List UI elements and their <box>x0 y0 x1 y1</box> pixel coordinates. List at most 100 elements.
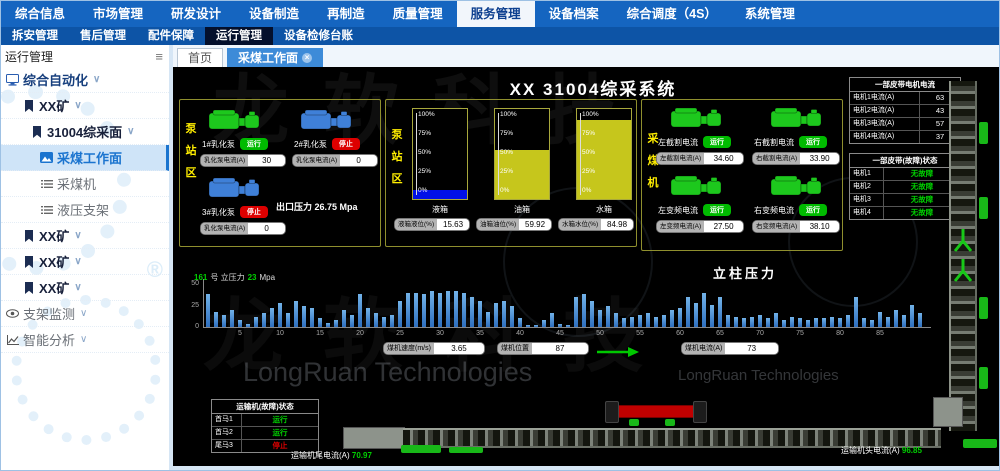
pressure-bar <box>486 312 490 327</box>
pressure-bar <box>910 305 914 327</box>
top-nav-item[interactable]: 质量管理 <box>392 7 443 21</box>
tank-gauge: 100% 75% 50% 25% 0% <box>494 108 550 200</box>
pressure-bar <box>270 308 274 327</box>
pump-current-field: 乳化泵电流(A) 0 <box>200 222 286 235</box>
table-row: 电机2电流(A) 43 <box>850 105 960 118</box>
sub-nav-item[interactable]: 运行管理 <box>205 27 273 45</box>
pressure-bar <box>870 320 874 327</box>
shearer-wheel <box>629 419 639 426</box>
sub-nav-item[interactable]: 配件保障 <box>148 30 194 42</box>
pressure-bar <box>286 313 290 327</box>
top-nav-item[interactable]: 市场管理 <box>93 7 144 21</box>
motor-current-field: 左截割电流(A) 34.60 <box>656 152 744 165</box>
pressure-bar <box>526 325 530 327</box>
tab-采煤工作面[interactable]: 采煤工作面 × <box>227 48 324 67</box>
pressure-bar <box>454 291 458 327</box>
sidebar-item-智能分析[interactable]: 智能分析 ∨ <box>1 327 169 353</box>
telemetry-field: 煤机电流(A) 73 <box>681 342 779 355</box>
top-nav-item[interactable]: 研发设计 <box>171 7 222 21</box>
shearer-wheel-2 <box>665 419 675 426</box>
sub-nav-item[interactable]: 设备检修台账 <box>284 30 353 42</box>
motor-status-badge: 运行 <box>703 204 731 216</box>
pressure-bar <box>502 301 506 327</box>
table-row: 首马1 运行 <box>212 414 318 427</box>
shearer-panel: 采煤机 左截割电流 运行 左截割电流(A) 34.60 右截割电流 运行 右截割电流(A) 3… <box>641 99 843 251</box>
chart-icon <box>5 334 20 345</box>
table-row: 电机4电流(A) 37 <box>850 131 960 143</box>
pump-status-badge: 运行 <box>239 138 268 150</box>
pressure-bar <box>766 318 770 327</box>
x-tick-label: 25 <box>396 330 404 337</box>
sidebar-item-XX矿[interactable]: XX矿 ∨ <box>1 249 169 275</box>
pressure-bar <box>798 318 802 327</box>
pressure-bar <box>406 293 410 327</box>
pressure-bar <box>390 315 394 327</box>
pressure-bar <box>606 306 610 327</box>
pressure-bar <box>790 317 794 327</box>
pressure-bar <box>446 291 450 327</box>
chevron-down-icon: ∨ <box>74 230 82 241</box>
content: ® 运行管理 ≡ 综合自动化 ∨ XX矿 ∨ 31004综采面 ∨ 采煤工作面 采煤机 液压支架… <box>1 45 999 470</box>
chart-y-axis <box>203 279 204 327</box>
pressure-bar <box>622 318 626 327</box>
motor-status-badge: 运行 <box>799 136 827 148</box>
top-nav-item[interactable]: 综合信息 <box>15 7 66 21</box>
belt-status-table: 一部皮带(故障)状态 电机1 无故障 电机2 无故障 电机3 无故障 电机4 无故障 <box>849 153 961 220</box>
pressure-bar <box>422 294 426 327</box>
pressure-bar <box>878 312 882 327</box>
sidebar-item-31004综采面[interactable]: 31004综采面 ∨ <box>1 119 169 145</box>
pressure-bar <box>830 317 834 327</box>
close-icon[interactable]: × <box>302 53 313 63</box>
tab-首页[interactable]: 首页 <box>177 48 224 67</box>
direction-arrow-icon <box>597 344 639 362</box>
top-nav-item[interactable]: 设备制造 <box>249 7 300 21</box>
chevron-down-icon: ∨ <box>93 74 101 85</box>
sidebar-item-液压支架[interactable]: 液压支架 <box>1 197 169 223</box>
motor-status-badge: 运行 <box>703 136 731 148</box>
top-nav-item[interactable]: 综合调度（4S） <box>626 7 717 21</box>
telemetry-field: 煤机速度(m/s) 3.65 <box>383 342 485 355</box>
top-nav-item[interactable]: 设备档案 <box>548 7 599 21</box>
pressure-bar <box>614 313 618 327</box>
tab-bar: 首页 采煤工作面 × <box>173 45 999 67</box>
pump-label: 2#乳化泵 停止 <box>294 138 360 150</box>
sidebar-item-综合自动化[interactable]: 综合自动化 ∨ <box>1 67 169 93</box>
pressure-bar <box>862 318 866 327</box>
head-current-value: 96.85 <box>901 446 922 455</box>
sub-nav: 拆安管理 售后管理 配件保障 运行管理 设备检修台账 <box>1 27 999 45</box>
sub-nav-item[interactable]: 售后管理 <box>80 30 126 42</box>
pressure-bar <box>414 293 418 327</box>
pressure-bar <box>438 293 442 327</box>
pressure-bar <box>230 310 234 327</box>
sidebar-item-XX矿[interactable]: XX矿 ∨ <box>1 275 169 301</box>
y-tick-label: 50 <box>191 280 199 287</box>
sidebar-item-采煤工作面[interactable]: 采煤工作面 <box>1 145 169 171</box>
sidebar-item-XX矿[interactable]: XX矿 ∨ <box>1 223 169 249</box>
pump-status-badge: 停止 <box>239 206 268 218</box>
pressure-bar <box>374 313 378 327</box>
sidebar-item-支架监测[interactable]: 支架监测 ∨ <box>1 301 169 327</box>
x-tick-label: 55 <box>636 330 644 337</box>
pump-graphic <box>208 176 262 205</box>
table-row: 电机3电流(A) 57 <box>850 118 960 131</box>
conveyor-status-header: 运输机(故障)状态 <box>212 400 318 414</box>
hamburger-icon[interactable]: ≡ <box>155 48 163 64</box>
bookmark-icon <box>21 229 36 242</box>
sidebar-splitter[interactable] <box>169 45 173 470</box>
sub-nav-item[interactable]: 拆安管理 <box>12 30 58 42</box>
top-nav-item[interactable]: 服务管理 <box>456 1 535 27</box>
sidebar-item-采煤机[interactable]: 采煤机 <box>1 171 169 197</box>
valve-block-2 <box>979 197 988 219</box>
table-row: 电机1电流(A) 63 <box>850 92 960 105</box>
transfer-drive-block <box>933 397 963 427</box>
motor-graphic <box>770 106 824 135</box>
sidebar-item-XX矿[interactable]: XX矿 ∨ <box>1 93 169 119</box>
conveyor-status-table: 运输机(故障)状态 首马1 运行 首马2 运行 尾马3 停止 <box>211 399 319 453</box>
pressure-bar <box>846 315 850 327</box>
pressure-bar <box>566 325 570 327</box>
pressure-bar <box>838 318 842 327</box>
top-nav-item[interactable]: 再制造 <box>327 7 365 21</box>
top-nav-item[interactable]: 系统管理 <box>744 7 795 21</box>
pressure-bar <box>558 324 562 327</box>
shearer-machine <box>613 405 699 418</box>
